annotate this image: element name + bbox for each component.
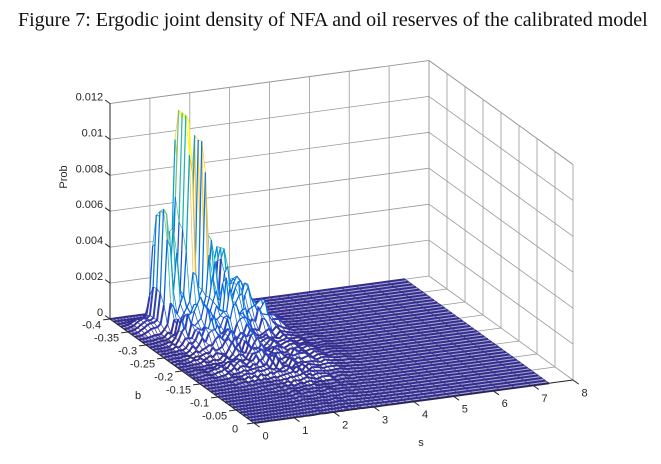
svg-text:0.008: 0.008	[76, 163, 104, 175]
svg-text:7: 7	[542, 393, 548, 405]
svg-text:-0.3: -0.3	[118, 345, 137, 357]
svg-text:0.012: 0.012	[76, 92, 104, 104]
svg-text:0.004: 0.004	[76, 235, 104, 247]
svg-text:-0.35: -0.35	[94, 332, 119, 344]
svg-text:-0.25: -0.25	[130, 358, 155, 370]
svg-text:b: b	[135, 390, 141, 402]
svg-text:0: 0	[232, 423, 238, 435]
svg-text:2: 2	[342, 420, 348, 432]
svg-text:-0.2: -0.2	[154, 371, 173, 383]
svg-text:0.006: 0.006	[76, 199, 104, 211]
svg-text:6: 6	[502, 398, 508, 410]
svg-text:3: 3	[382, 414, 388, 426]
svg-text:4: 4	[422, 409, 428, 421]
svg-text:-0.4: -0.4	[82, 319, 101, 331]
svg-text:0.01: 0.01	[82, 127, 103, 139]
svg-text:-0.05: -0.05	[202, 410, 227, 422]
svg-text:s: s	[418, 437, 424, 449]
svg-text:0: 0	[262, 431, 268, 443]
svg-text:Prob: Prob	[58, 165, 70, 188]
svg-text:1: 1	[302, 425, 308, 437]
svg-text:0.002: 0.002	[76, 271, 104, 283]
svg-text:-0.15: -0.15	[166, 384, 191, 396]
svg-text:5: 5	[462, 404, 468, 416]
svg-text:8: 8	[581, 388, 587, 400]
svg-text:0: 0	[97, 307, 103, 319]
svg-text:-0.1: -0.1	[190, 397, 209, 409]
